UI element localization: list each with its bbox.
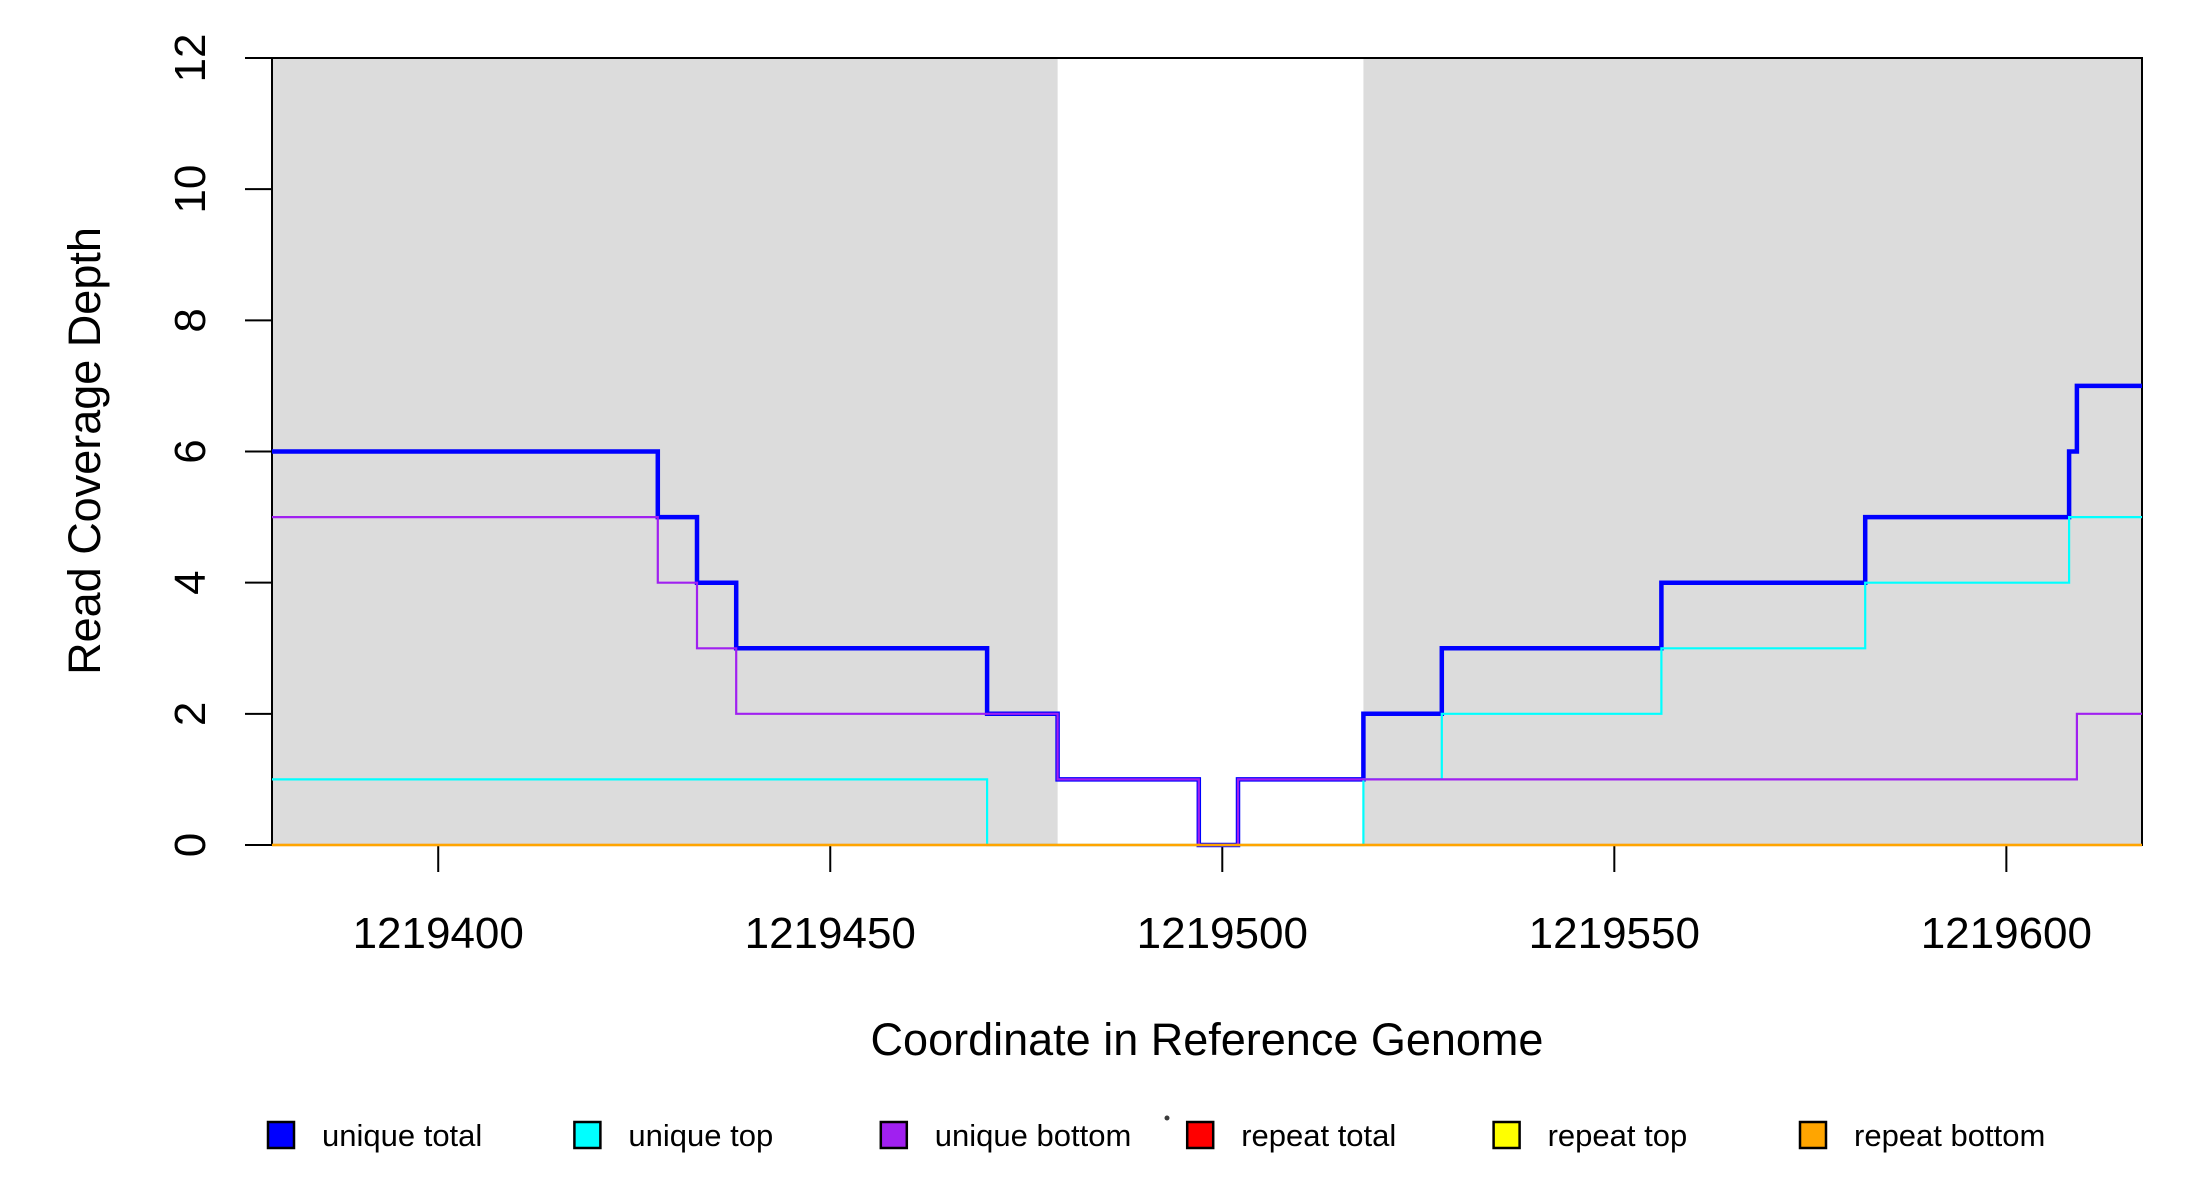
legend-swatch <box>1798 1120 1828 1150</box>
x-tick-label: 1219450 <box>745 909 916 958</box>
legend-swatch <box>1492 1120 1521 1150</box>
x-tick-label: 1219550 <box>1529 909 1700 958</box>
y-tick-label: 4 <box>166 570 215 594</box>
y-tick-label: 8 <box>166 308 215 332</box>
y-axis-title: Read Coverage Depth <box>59 227 110 675</box>
legend-item-repeat-total: repeat total <box>1185 1118 1396 1153</box>
legend-item-repeat-top: repeat top <box>1492 1118 1688 1153</box>
y-tick-label: 2 <box>166 702 215 726</box>
y-tick-label: 10 <box>166 165 215 214</box>
legend-item-repeat-bottom: repeat bottom <box>1798 1118 2045 1153</box>
x-tick-label: 1219600 <box>1921 909 2092 958</box>
legend-label: unique bottom <box>935 1118 1131 1153</box>
x-axis-title: Coordinate in Reference Genome <box>871 1014 1544 1065</box>
shaded-band-1 <box>1363 58 2142 845</box>
x-tick-label: 1219500 <box>1137 909 1308 958</box>
x-tick-label: 1219400 <box>353 909 524 958</box>
axes-ticks-and-labels: 1219400 1219450 1219500 1219550 1219600 0 2 4 6 8… <box>166 34 2092 958</box>
series-unique-bottom <box>272 516 2142 847</box>
legend-label: unique top <box>628 1118 773 1153</box>
legend-label: repeat top <box>1548 1118 1688 1153</box>
legend-label: repeat total <box>1241 1118 1396 1153</box>
y-tick-label: 0 <box>166 833 215 857</box>
mappability-shaded-regions <box>272 58 2142 845</box>
y-tick-label: 6 <box>166 439 215 463</box>
legend-swatch <box>1185 1120 1215 1150</box>
legend-swatch <box>573 1120 602 1150</box>
y-tick-label: 12 <box>166 34 215 83</box>
stray-dot-mark <box>1164 1115 1170 1121</box>
legend-row: unique total unique top unique bottom repea… <box>266 1118 2045 1153</box>
legend-item-unique-top: unique top <box>573 1118 773 1153</box>
legend-swatch <box>266 1120 296 1150</box>
legend-item-unique-bottom: unique bottom <box>879 1118 1131 1153</box>
legend-swatch <box>879 1120 909 1150</box>
legend-label: repeat bottom <box>1854 1118 2045 1153</box>
legend-item-unique-total: unique total <box>266 1118 482 1153</box>
legend-label: unique total <box>322 1118 482 1153</box>
coverage-step-lines <box>272 383 2142 848</box>
